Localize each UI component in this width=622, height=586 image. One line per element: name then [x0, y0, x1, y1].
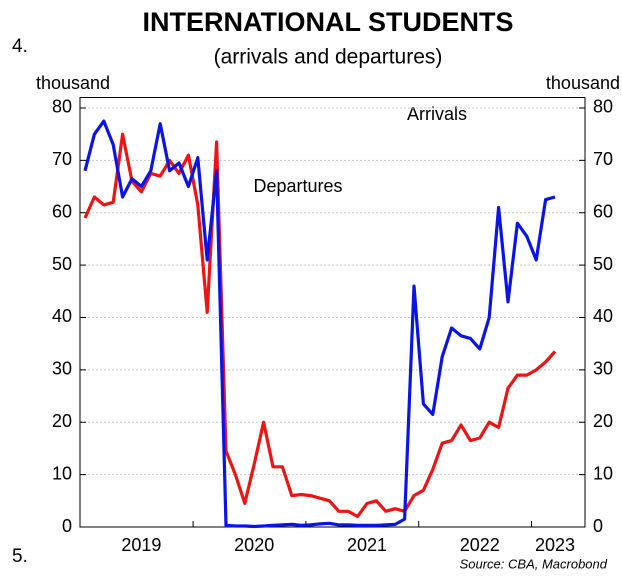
series-label: Departures [253, 176, 342, 196]
y-axis-label: thousand [36, 73, 110, 93]
y2-tick-label: 10 [593, 463, 613, 483]
y-tick-label: 40 [52, 306, 72, 326]
y2-tick-label: 0 [593, 516, 603, 536]
y2-tick-label: 70 [593, 149, 613, 169]
x-tick-label: 2021 [347, 535, 387, 555]
y-tick-label: 60 [52, 201, 72, 221]
list-number: 4. [12, 36, 28, 57]
y2-tick-label: 20 [593, 411, 613, 431]
y2-axis-label: thousand [546, 73, 620, 93]
y-tick-label: 80 [52, 97, 72, 117]
plot-frame [79, 97, 586, 528]
list-number: 5. [12, 546, 28, 567]
x-tick-label: 2023 [535, 535, 575, 555]
y2-tick-label: 80 [593, 97, 613, 117]
y-tick-label: 30 [52, 359, 72, 379]
y-tick-label: 70 [52, 149, 72, 169]
y-tick-label: 50 [52, 254, 72, 274]
y2-tick-label: 30 [593, 359, 613, 379]
chart-title: INTERNATIONAL STUDENTS [143, 7, 514, 37]
y-tick-label: 20 [52, 411, 72, 431]
y2-tick-label: 40 [593, 306, 613, 326]
x-tick-label: 2020 [234, 535, 274, 555]
series-label: Arrivals [407, 104, 467, 124]
x-tick-label: 2022 [460, 535, 500, 555]
x-tick-label: 2019 [121, 535, 161, 555]
series-line [83, 132, 557, 519]
y2-tick-label: 60 [593, 201, 613, 221]
source-note: Source: CBA, Macrobond [460, 556, 608, 571]
y-tick-label: 0 [62, 516, 72, 536]
series-line [83, 119, 556, 529]
y-tick-label: 10 [52, 463, 72, 483]
y2-tick-label: 50 [593, 254, 613, 274]
chart-subtitle: (arrivals and departures) [214, 46, 443, 69]
